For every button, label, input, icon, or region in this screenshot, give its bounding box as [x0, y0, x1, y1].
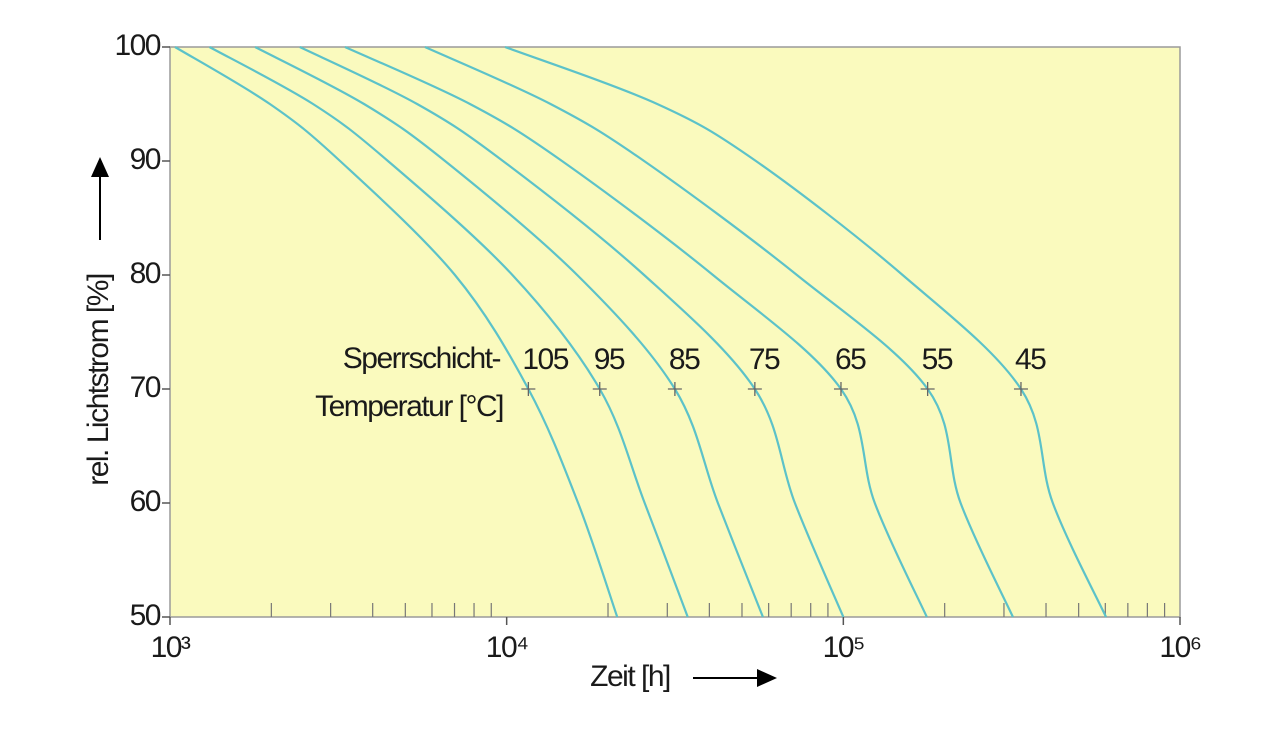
curve: [504, 45, 1108, 618]
x-tick-label: 10⁶: [1159, 631, 1200, 664]
curve: [174, 46, 619, 618]
marker: [833, 382, 848, 396]
series-label: 65: [835, 343, 866, 376]
curve: [299, 46, 845, 618]
marker: [747, 382, 762, 396]
annotation: Sperrschicht-: [343, 342, 501, 375]
series-label: 75: [749, 343, 780, 376]
y-tick-label: 90: [130, 143, 161, 176]
series-label: 85: [669, 343, 700, 376]
curve: [344, 45, 928, 618]
x-tick-label: 10⁵: [823, 631, 864, 664]
curve: [424, 45, 1014, 618]
annotation: Temperatur [°C]: [315, 390, 503, 423]
y-arrow-head: [91, 157, 109, 177]
marker: [667, 382, 682, 396]
x-tick-label: 10⁴: [486, 631, 528, 664]
series-label: 55: [922, 343, 953, 376]
curve: [208, 46, 689, 618]
y-tick-label: 80: [130, 257, 161, 290]
y-tick-label: 70: [130, 371, 161, 404]
y-tick-label: 50: [130, 599, 161, 632]
x-axis-label: Zeit [h]: [590, 660, 670, 693]
marker: [1013, 382, 1028, 396]
series-label: 95: [594, 343, 625, 376]
curve: [254, 46, 764, 618]
y-tick-label: 60: [130, 485, 161, 518]
x-arrow-head: [757, 669, 777, 687]
marker: [920, 382, 935, 396]
marker: [592, 382, 607, 396]
series-label: 105: [522, 343, 568, 376]
y-axis-label: rel. Lichtstrom [%]: [82, 274, 115, 486]
plot-area: [169, 46, 1181, 618]
series-label: 45: [1015, 343, 1046, 376]
x-tick-label: 10³: [151, 631, 191, 664]
marker: [521, 382, 536, 396]
y-tick-label: 100: [114, 29, 160, 62]
